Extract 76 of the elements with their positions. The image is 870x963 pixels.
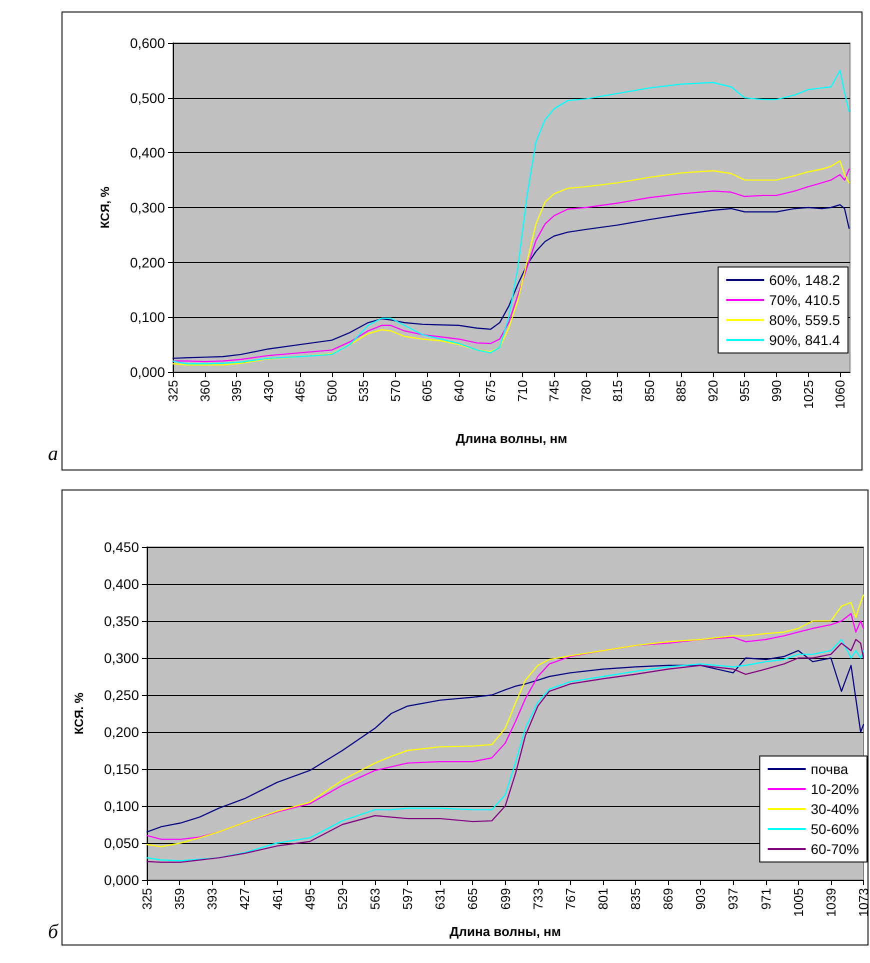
x-tick-label: 835 <box>628 888 644 910</box>
x-tick-label: 359 <box>172 888 188 910</box>
legend-label: 30-40% <box>810 801 860 817</box>
x-tick-label: 869 <box>660 888 676 910</box>
x-tick-label: 1005 <box>790 888 806 917</box>
x-tick-label: 563 <box>367 888 382 910</box>
legend-label: 90%, 841.4 <box>769 332 840 348</box>
x-tick-label: 427 <box>237 888 252 910</box>
y-tick-label: 0,300 <box>104 650 140 666</box>
x-tick-label: 745 <box>546 380 562 402</box>
x-tick-label: 570 <box>388 380 403 402</box>
y-tick-label: 0,300 <box>130 200 166 216</box>
x-tick-label: 920 <box>705 380 720 402</box>
x-tick-label: 971 <box>758 888 774 910</box>
text: а <box>48 443 58 465</box>
y-tick-label: 0,500 <box>130 90 166 106</box>
x-tick-label: 850 <box>642 380 657 402</box>
y-tick-label: 0,050 <box>104 835 140 851</box>
y-axis-title: КСЯ. % <box>72 692 86 734</box>
x-tick-label: 325 <box>166 380 180 402</box>
x-axis-title: Длина волны, нм <box>449 924 562 939</box>
y-tick-label: 0,450 <box>104 539 140 555</box>
x-tick-label: 1039 <box>823 888 838 917</box>
x-tick-label: 605 <box>420 380 435 402</box>
y-tick-label: 0,100 <box>104 798 140 814</box>
x-tick-label: 495 <box>302 888 318 910</box>
x-tick-label: 325 <box>140 888 154 910</box>
legend-label: 70%, 410.5 <box>769 292 840 308</box>
y-tick-label: 0,000 <box>104 872 140 888</box>
x-tick-label: 665 <box>465 888 480 910</box>
x-tick-label: 699 <box>498 888 513 910</box>
x-tick-label: 360 <box>197 380 212 402</box>
text: б <box>48 921 59 943</box>
x-tick-label: 529 <box>334 888 350 910</box>
y-axis-title: КСЯ, % <box>98 186 112 228</box>
x-tick-label: 780 <box>578 380 594 402</box>
x-tick-label: 990 <box>768 380 784 402</box>
x-tick-label: 1025 <box>800 380 816 409</box>
legend-label: 60-70% <box>810 841 860 857</box>
y-tick-label: 0,350 <box>104 613 140 629</box>
x-tick-label: 955 <box>737 380 752 402</box>
y-tick-label: 0,150 <box>104 761 140 777</box>
x-tick-label: 395 <box>229 380 244 402</box>
x-tick-label: 597 <box>400 888 416 910</box>
x-tick-label: 1060 <box>832 380 848 409</box>
x-tick-label: 535 <box>356 380 372 402</box>
y-tick-label: 0,400 <box>130 144 166 161</box>
x-tick-label: 733 <box>530 888 546 910</box>
y-tick-label: 0,200 <box>104 724 140 740</box>
x-tick-label: 500 <box>324 380 340 402</box>
y-tick-label: 0,000 <box>130 364 166 380</box>
x-tick-label: 631 <box>432 888 448 910</box>
legend-label: 80%, 559.5 <box>769 312 840 328</box>
legend-label: 50-60% <box>810 821 860 837</box>
x-tick-label: 903 <box>693 888 708 910</box>
x-tick-label: 801 <box>595 888 610 910</box>
x-tick-label: 430 <box>260 380 276 402</box>
x-tick-label: 675 <box>483 380 498 402</box>
legend-label: почва <box>810 761 848 777</box>
x-tick-label: 640 <box>451 380 466 402</box>
y-tick-label: 0,200 <box>130 254 166 270</box>
y-tick-label: 0,400 <box>104 576 140 592</box>
x-tick-label: 710 <box>514 380 530 402</box>
x-tick-label: 937 <box>726 888 741 910</box>
y-tick-label: 0,250 <box>104 687 140 703</box>
legend-label: 10-20% <box>810 781 860 797</box>
x-tick-label: 767 <box>562 888 578 910</box>
x-tick-label: 815 <box>610 380 626 402</box>
y-tick-label: 0,600 <box>130 35 166 51</box>
x-tick-label: 393 <box>204 888 220 910</box>
x-tick-label: 465 <box>292 380 308 402</box>
x-tick-label: 461 <box>270 888 285 910</box>
y-tick-label: 0,100 <box>130 309 166 326</box>
legend-label: 60%, 148.2 <box>769 272 840 288</box>
x-tick-label: 885 <box>674 380 689 402</box>
x-axis-title: Длина волны, нм <box>456 431 568 446</box>
